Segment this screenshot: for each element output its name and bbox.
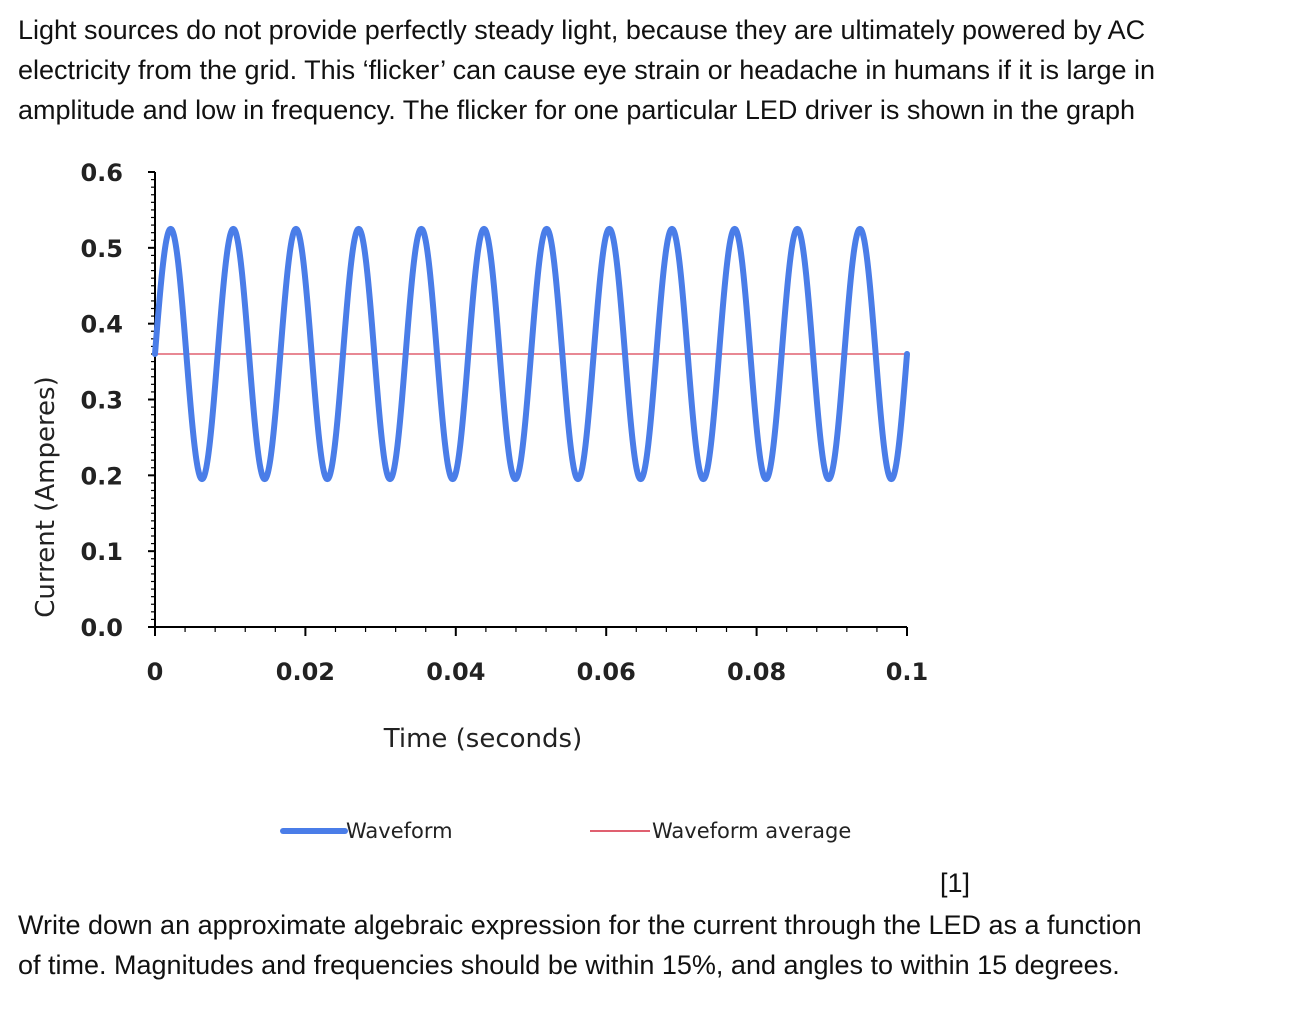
intro-line-1: Light sources do not provide perfectly s… <box>18 15 1146 45</box>
legend-average-label: Waveform average <box>652 819 851 843</box>
chart-legend: Waveform Waveform average <box>280 819 851 843</box>
intro-line-3: amplitude and low in frequency. The flic… <box>18 95 1136 125</box>
x-axis-title: Time (seconds) <box>383 724 582 754</box>
intro-line-2: electricity from the grid. This ‘flicker… <box>18 55 1156 85</box>
x-tick-label: 0.06 <box>577 658 636 686</box>
y-tick-label: 0.6 <box>80 159 123 187</box>
x-tick-label: 0.08 <box>727 658 786 686</box>
question-line-1: Write down an approximate algebraic expr… <box>18 910 1142 940</box>
chart-labels: 0.0 0.1 0.2 0.3 0.4 0.5 0.6 0 0.02 0.04 0.06 0.08 0.… <box>31 159 928 754</box>
question-line-2: of time. Magnitudes and frequencies shou… <box>18 950 1120 980</box>
y-tick-label: 0.4 <box>80 311 123 339</box>
chart-series <box>152 225 910 483</box>
y-tick-label: 0.3 <box>80 387 123 415</box>
y-axis-title: Current (Amperes) <box>31 376 61 617</box>
waveform-line <box>152 225 910 483</box>
chart-axes <box>148 171 908 636</box>
x-tick-label: 0.04 <box>426 658 485 686</box>
legend-waveform-label: Waveform <box>346 819 453 843</box>
x-tick-label: 0.1 <box>886 658 929 686</box>
y-tick-label: 0.0 <box>80 614 123 642</box>
marks-label: [1] <box>940 868 971 898</box>
y-tick-label: 0.5 <box>80 235 123 263</box>
intro-text: Light sources do not provide perfectly s… <box>18 10 1298 130</box>
y-tick-label: 0.2 <box>80 462 123 490</box>
x-tick-label: 0 <box>147 658 164 686</box>
x-tick-label: 0.02 <box>276 658 335 686</box>
flicker-chart: 0.0 0.1 0.2 0.3 0.4 0.5 0.6 0 0.02 0.04 0.06 0.08 0.… <box>31 159 928 843</box>
question-text: Write down an approximate algebraic expr… <box>18 905 1298 985</box>
y-tick-label: 0.1 <box>80 538 123 566</box>
